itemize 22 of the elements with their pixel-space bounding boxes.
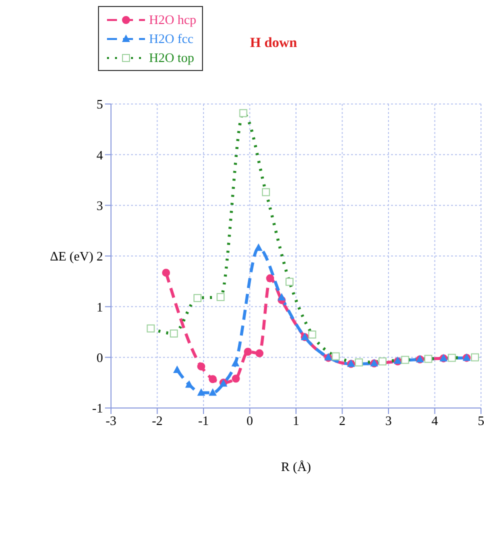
x-tick-label: 0 bbox=[246, 413, 253, 428]
y-tick-label: 3 bbox=[96, 198, 103, 213]
x-tick-label: 4 bbox=[432, 413, 438, 428]
x-tick-label: -2 bbox=[152, 413, 163, 428]
x-tick-label: 2 bbox=[339, 413, 346, 428]
x-tick-label: -1 bbox=[198, 413, 209, 428]
y-tick-label: 0 bbox=[96, 350, 103, 365]
legend-label: H2O fcc bbox=[149, 30, 194, 46]
legend-label: H2O top bbox=[149, 50, 194, 66]
legend-label: H2O hcp bbox=[149, 12, 196, 28]
y-tick-label: 5 bbox=[96, 96, 103, 112]
y-tick-label: -1 bbox=[92, 400, 103, 416]
y-tick-label: 4 bbox=[96, 147, 104, 162]
x-tick-label: -3 bbox=[106, 413, 116, 428]
y-tick-label: 2 bbox=[96, 248, 103, 264]
text: H down bbox=[250, 36, 298, 52]
x-tick-label: 1 bbox=[292, 413, 300, 428]
y-tick-label: 1 bbox=[96, 299, 103, 314]
x-tick-label: 3 bbox=[385, 413, 392, 428]
x-tick-label: 5 bbox=[478, 413, 484, 428]
y-axis-title: ΔE (eV) bbox=[50, 248, 94, 264]
x-axis-title: R (Å) bbox=[281, 459, 311, 474]
